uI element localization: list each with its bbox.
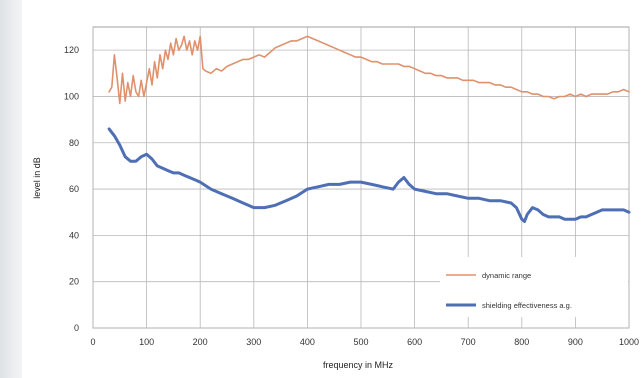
y-tick-label: 60 bbox=[69, 184, 79, 194]
x-tick-label: 1000 bbox=[619, 337, 639, 347]
y-tick-label: 120 bbox=[64, 45, 79, 55]
y-tick-label: 100 bbox=[64, 91, 79, 101]
y-tick-label: 80 bbox=[69, 138, 79, 148]
x-tick-label: 300 bbox=[246, 337, 261, 347]
series-line-dynamic-range bbox=[108, 35, 630, 105]
series-layer bbox=[107, 35, 631, 223]
x-tick-label: 200 bbox=[193, 337, 208, 347]
x-tick-label: 900 bbox=[568, 337, 583, 347]
y-tick-label: 0 bbox=[74, 323, 79, 333]
x-tick-label: 700 bbox=[461, 337, 476, 347]
x-tick-label: 400 bbox=[300, 337, 315, 347]
legend: dynamic range shielding effectiveness a.… bbox=[440, 257, 628, 317]
x-tick-label: 500 bbox=[353, 337, 368, 347]
legend-box bbox=[440, 257, 628, 317]
legend-label-shielding-effectiveness: shielding effectiveness a.g. bbox=[482, 301, 572, 310]
x-tick-label: 0 bbox=[90, 337, 95, 347]
y-tick-label: 20 bbox=[69, 277, 79, 287]
tick-labels: 0 100 200 300 400 500 600 700 800 900 1000 0 20 40 60 8… bbox=[64, 45, 639, 347]
x-axis-label: frequency in MHz bbox=[323, 360, 394, 370]
x-tick-label: 100 bbox=[139, 337, 154, 347]
x-tick-label: 600 bbox=[407, 337, 422, 347]
series-line-shielding-effectiveness bbox=[107, 127, 631, 223]
x-tick-label: 800 bbox=[514, 337, 529, 347]
y-axis-label: level in dB bbox=[32, 157, 42, 199]
legend-label-dynamic-range: dynamic range bbox=[482, 271, 531, 280]
grid-lines bbox=[92, 27, 630, 329]
y-tick-label: 40 bbox=[69, 230, 79, 240]
